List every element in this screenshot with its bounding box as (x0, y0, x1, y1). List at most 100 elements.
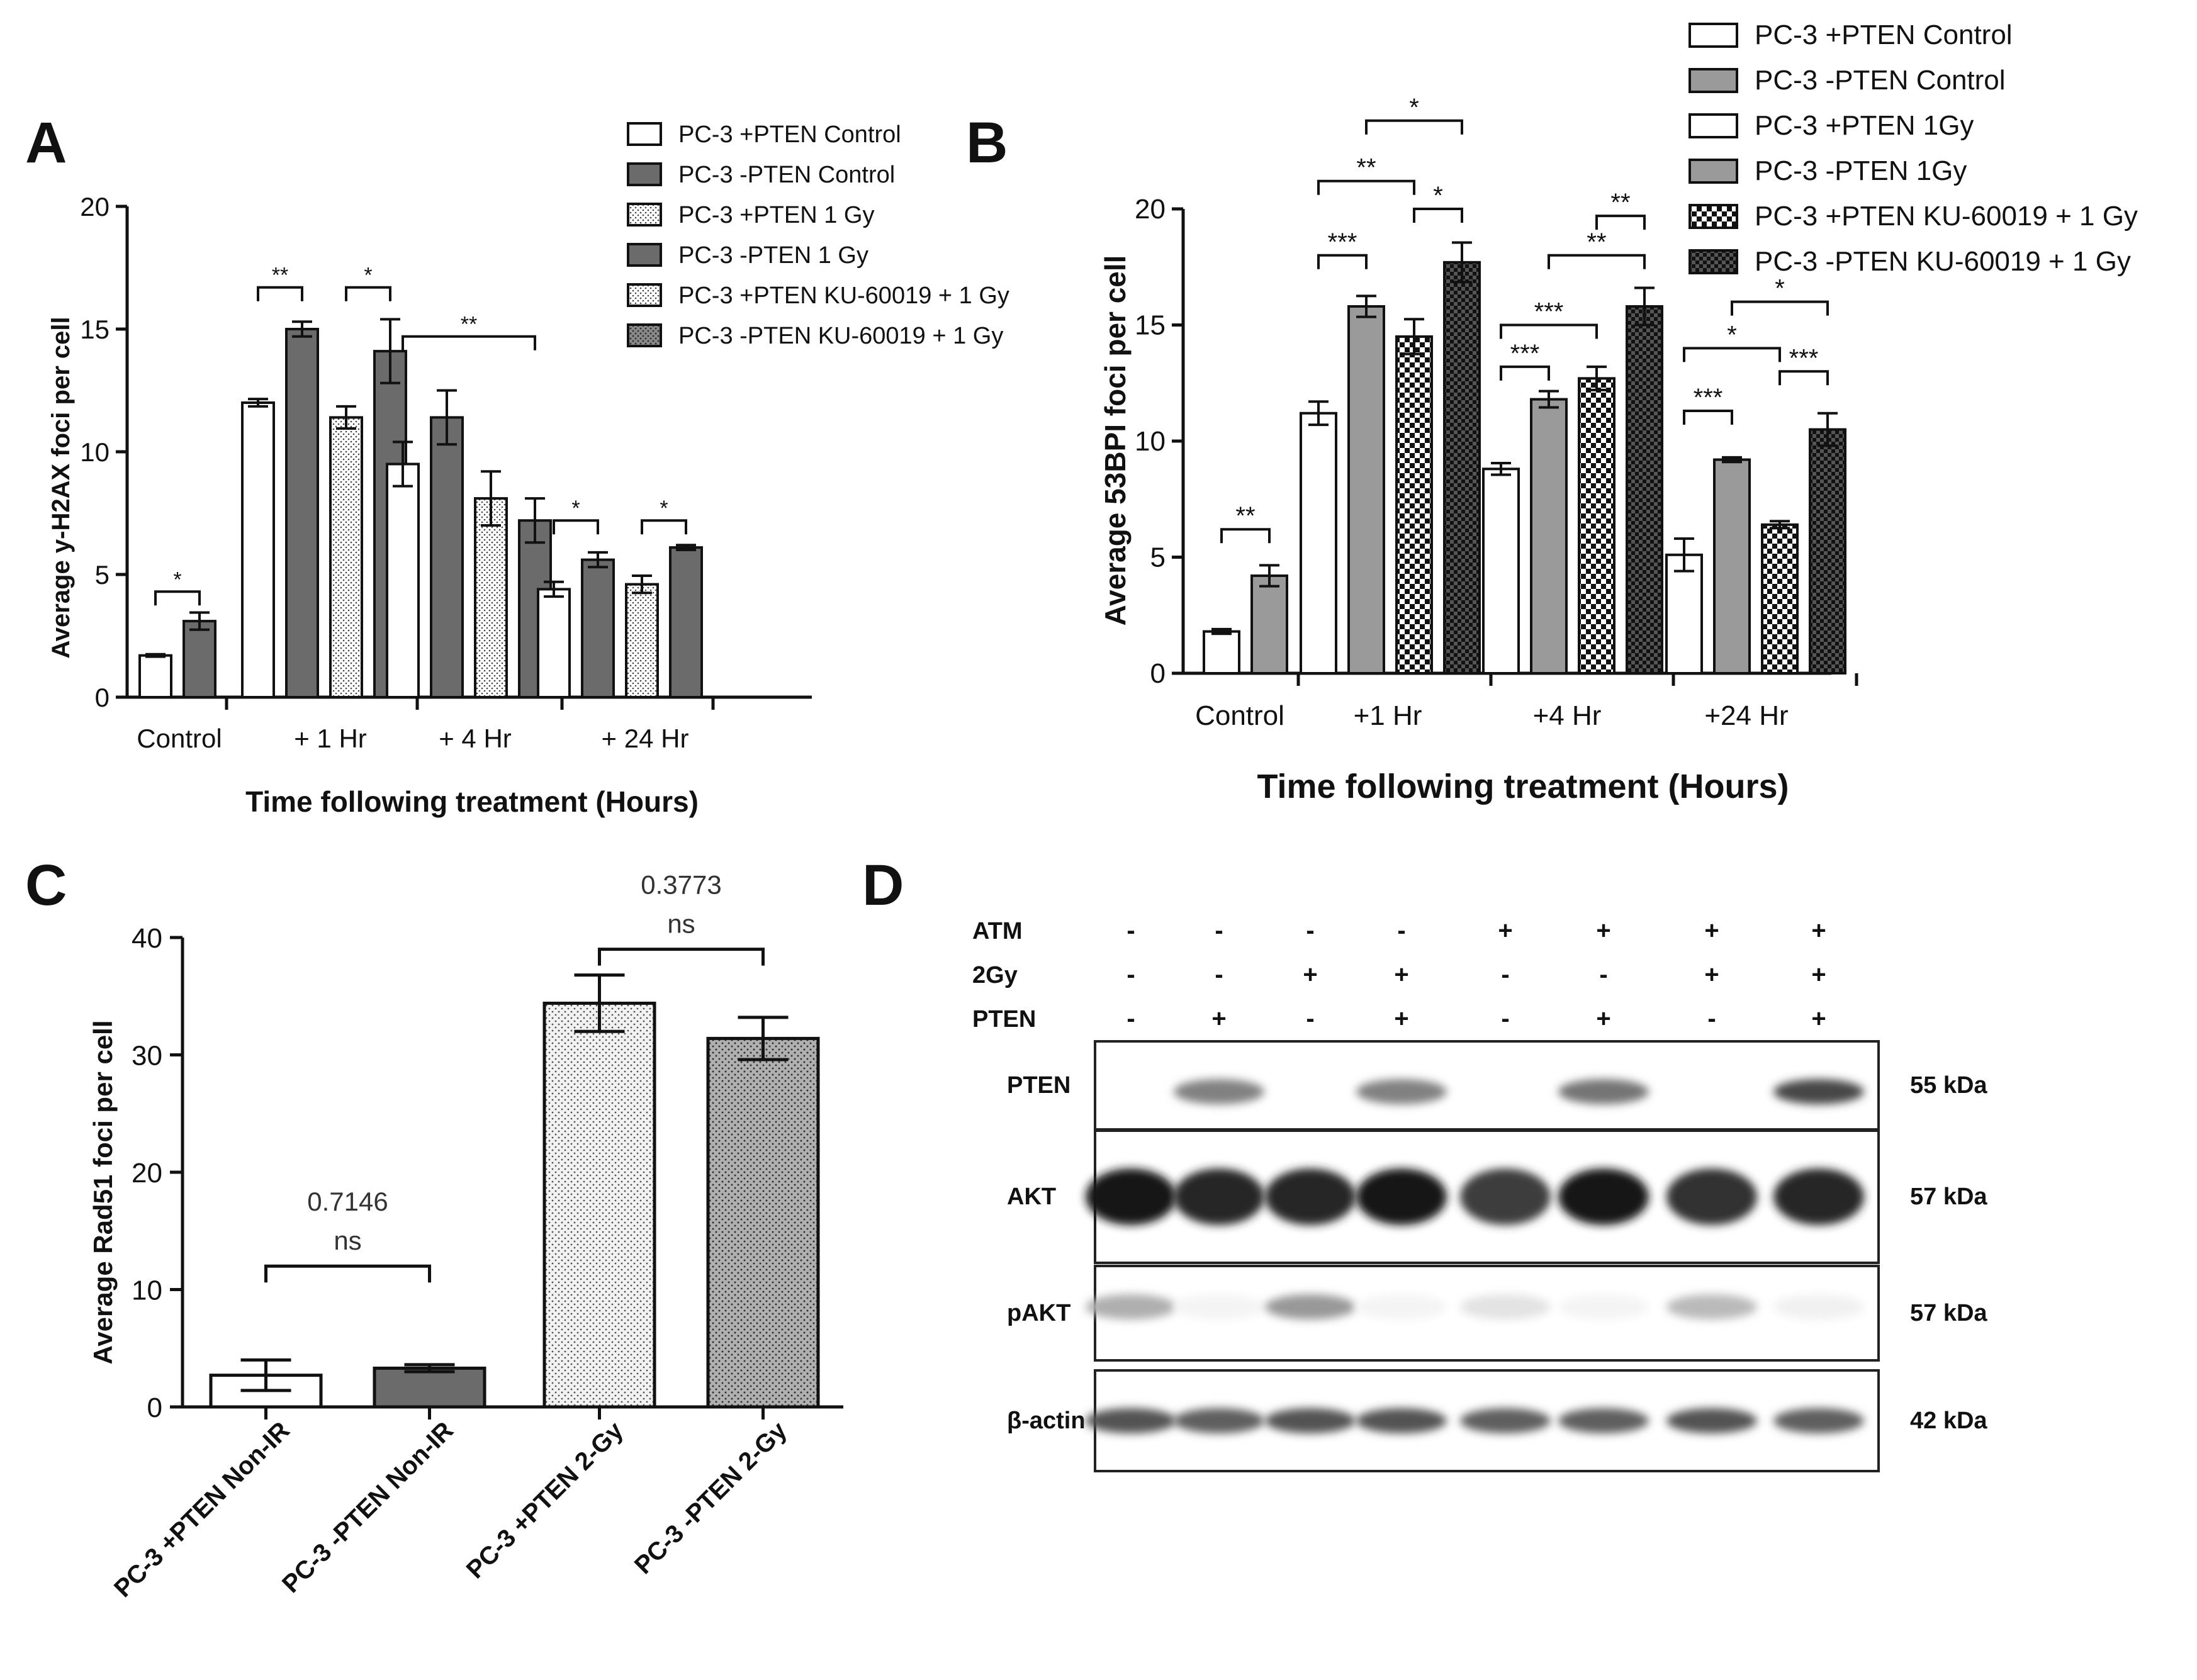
x-tick-label: +4 Hr (1533, 700, 1602, 731)
x-tick-label: PC-3 +PTEN Non-IR (109, 1416, 295, 1603)
significance-bracket (1683, 410, 1733, 425)
blot-band (1174, 1079, 1264, 1104)
blot-label: β-actin (1007, 1408, 1086, 1434)
legend-swatch (627, 283, 662, 307)
chart-c-y-label: Average Rad51 foci per cell (88, 1020, 118, 1364)
y-tick-label: 20 (132, 1158, 162, 1189)
western-blot: ATM - - - - + + + +2Gy - - + + - - + + PTEN - + - + - + - + PTEN 55… (972, 917, 1987, 1472)
blot-band (1666, 1168, 1757, 1225)
x-tick-label: Control (1195, 700, 1284, 731)
condition-sign: - (1397, 917, 1405, 944)
bar (1203, 630, 1240, 675)
blot-band (1174, 1294, 1264, 1319)
blot-band (1460, 1168, 1551, 1225)
condition-sign: - (1215, 961, 1223, 988)
legend-swatch (1688, 159, 1738, 184)
panel-label-a: A (25, 111, 67, 175)
condition-label: PTEN (972, 1006, 1036, 1033)
condition-sign: + (1498, 917, 1512, 944)
legend-entry: PC-3 +PTEN Control (1755, 20, 2013, 50)
significance-label: ns (334, 1226, 361, 1255)
blot-band (1086, 1168, 1176, 1225)
bar (241, 401, 275, 698)
legend-swatch (1688, 68, 1738, 93)
blot-band (1558, 1294, 1649, 1319)
significance-label: ns (667, 909, 695, 939)
significance-bracket (345, 286, 391, 301)
y-tick-label: 0 (95, 683, 110, 712)
condition-sign: + (1394, 1005, 1408, 1033)
condition-label: 2Gy (972, 962, 1018, 988)
significance-label: ** (1587, 228, 1606, 256)
y-tick-label: 20 (80, 192, 110, 221)
bar (1300, 412, 1337, 675)
p-value-label: 0.3773 (641, 870, 721, 900)
legend-entry: PC-3 +PTEN KU-60019 + 1 Gy (1755, 201, 2138, 232)
significance-label: ** (272, 264, 288, 288)
x-tick-label: PC-3 +PTEN 2-Gy (461, 1416, 629, 1584)
significance-label: * (1409, 94, 1419, 121)
condition-sign: - (1127, 961, 1135, 988)
y-tick-label: 10 (1135, 426, 1166, 457)
significance-bracket (1500, 365, 1550, 381)
p-value-label: 0.7146 (307, 1187, 388, 1216)
y-tick-label: 15 (80, 315, 110, 344)
x-tick-label: + 1 Hr (294, 724, 367, 753)
blot-size: 55 kDa (1910, 1072, 1987, 1099)
bar (1665, 553, 1703, 675)
bar (138, 654, 172, 698)
legend-entry: PC-3 +PTEN KU-60019 + 1 Gy (678, 283, 1009, 309)
significance-label: *** (1789, 344, 1819, 372)
bar (1809, 428, 1846, 675)
chart-a-legend: PC-3 +PTEN Control PC-3 -PTEN Control PC-3… (627, 121, 1009, 349)
significance-bracket (1683, 347, 1781, 362)
y-tick-label: 40 (132, 923, 162, 954)
bar (1761, 523, 1799, 675)
significance-bracket (1413, 208, 1463, 223)
significance-label: * (173, 568, 181, 591)
chart-a-y-label: Average y-H2AX foci per cell (47, 316, 75, 658)
blot-band (1666, 1408, 1757, 1433)
condition-sign: - (1215, 917, 1223, 944)
condition-sign: + (1596, 917, 1610, 944)
condition-sign: + (1704, 917, 1719, 944)
condition-sign: - (1306, 917, 1314, 944)
legend-entry: PC-3 -PTEN Control (1755, 65, 2006, 96)
significance-label: *** (1534, 298, 1564, 326)
panel-label-d: D (862, 853, 904, 917)
significance-bracket (154, 590, 201, 606)
significance-label: * (364, 264, 372, 288)
legend-swatch (627, 243, 662, 267)
y-tick-label: 5 (1150, 542, 1166, 573)
significance-label: ** (1356, 154, 1376, 182)
blot-size: 57 kDa (1910, 1300, 1987, 1326)
y-tick-label: 5 (95, 560, 110, 590)
x-tick-label: +1 Hr (1354, 700, 1422, 731)
condition-label: ATM (972, 918, 1023, 944)
bar (1713, 458, 1751, 675)
significance-bracket (1548, 254, 1646, 269)
bar (1626, 305, 1663, 675)
condition-sign: + (1303, 961, 1317, 988)
legend-entry: PC-3 +PTEN 1Gy (1755, 110, 1974, 141)
legend-swatch (1688, 204, 1738, 229)
significance-label: * (660, 496, 668, 520)
chart-a-x-label: Time following treatment (Hours) (245, 785, 699, 818)
blot-band (1773, 1168, 1864, 1225)
bar (542, 1001, 656, 1409)
x-tick-label: + 4 Hr (439, 724, 512, 753)
y-tick-label: 0 (147, 1392, 162, 1423)
significance-label: *** (1694, 384, 1723, 412)
bar (1250, 574, 1288, 675)
chart-b-legend: PC-3 +PTEN Control PC-3 -PTEN Control PC-3… (1688, 20, 2138, 277)
significance-bracket (641, 519, 687, 535)
blot-label: AKT (1007, 1184, 1056, 1210)
bar (1395, 335, 1433, 675)
bar (183, 620, 216, 698)
x-tick-label: PC-3 -PTEN Non-IR (277, 1416, 459, 1598)
bar (1482, 468, 1520, 675)
blot-size: 57 kDa (1910, 1184, 1987, 1210)
significance-label: ** (1235, 502, 1255, 530)
